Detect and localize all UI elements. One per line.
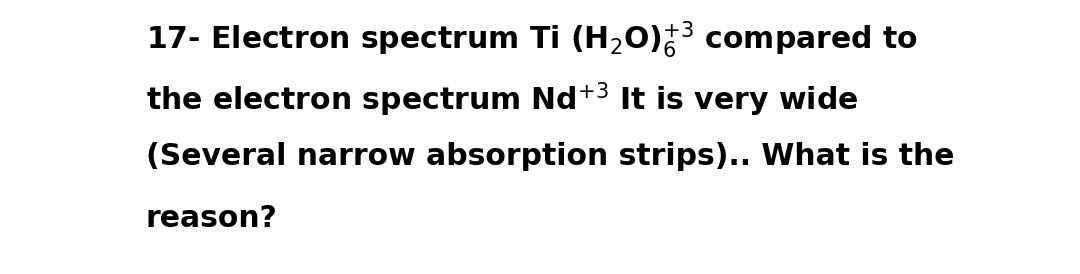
Text: (Several narrow absorption strips).. What is the: (Several narrow absorption strips).. Wha…	[146, 142, 955, 172]
Text: 17- Electron spectrum Ti (H$_{2}$O)$_{6}^{+3}$ compared to: 17- Electron spectrum Ti (H$_{2}$O)$_{6}…	[146, 19, 918, 60]
Text: the electron spectrum Nd$^{+3}$ It is very wide: the electron spectrum Nd$^{+3}$ It is ve…	[146, 81, 858, 119]
Text: reason?: reason?	[146, 204, 278, 233]
